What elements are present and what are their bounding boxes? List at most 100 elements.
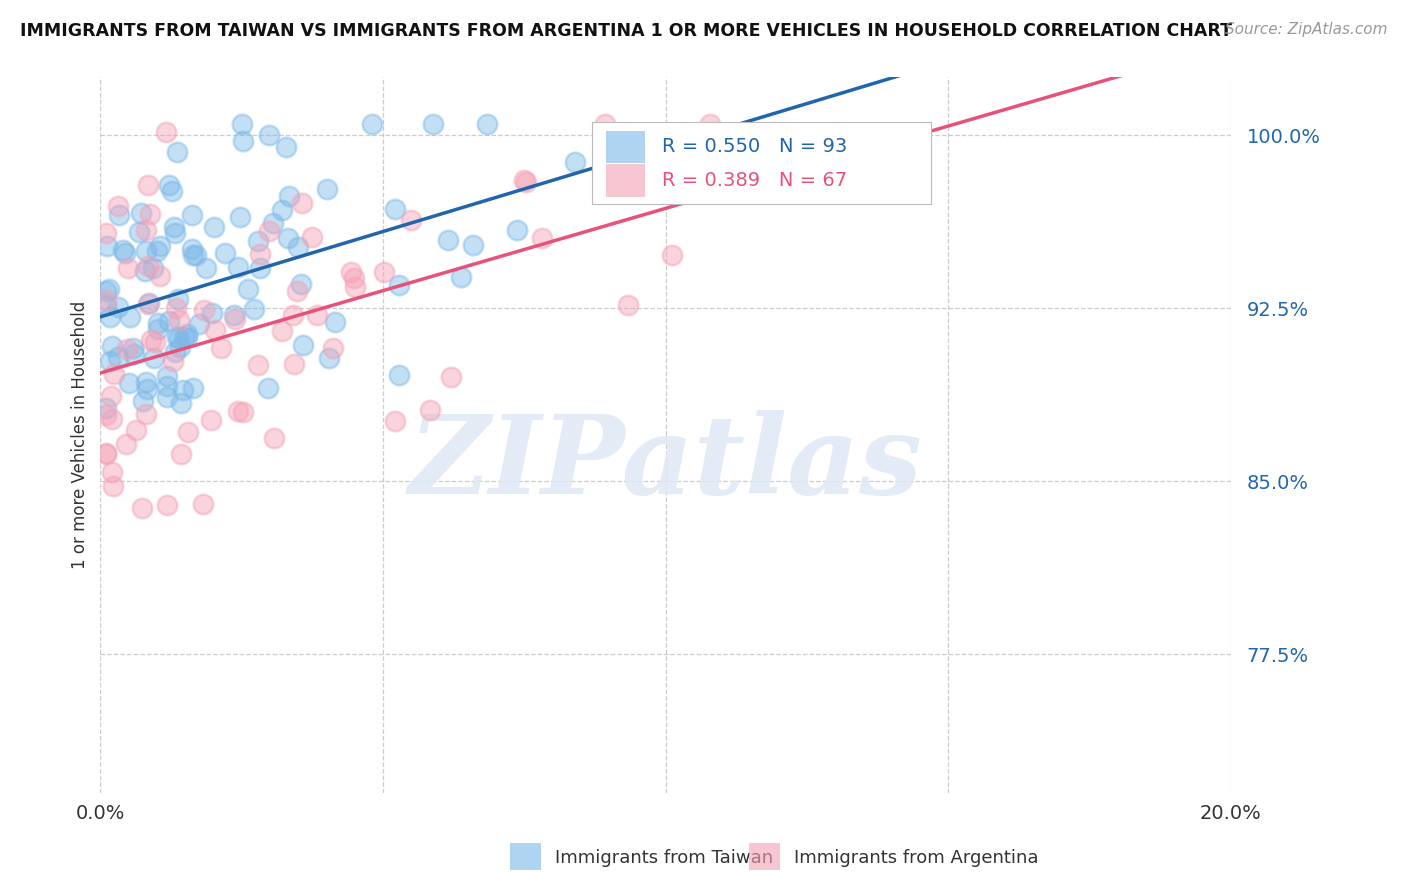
- Point: [422, 117, 444, 131]
- Point: [181, 247, 204, 261]
- Point: [94, 401, 117, 415]
- Point: [155, 126, 177, 140]
- Point: [181, 208, 204, 222]
- Point: [699, 117, 721, 131]
- Point: [101, 465, 124, 479]
- Point: [463, 238, 485, 252]
- Point: [291, 338, 314, 352]
- Point: [111, 244, 134, 258]
- Text: Source: ZipAtlas.com: Source: ZipAtlas.com: [1225, 22, 1388, 37]
- Text: IMMIGRANTS FROM TAIWAN VS IMMIGRANTS FROM ARGENTINA 1 OR MORE VEHICLES IN HOUSEH: IMMIGRANTS FROM TAIWAN VS IMMIGRANTS FRO…: [20, 22, 1232, 40]
- Point: [226, 260, 249, 274]
- Point: [243, 301, 266, 316]
- Point: [283, 357, 305, 371]
- Point: [262, 216, 284, 230]
- Point: [172, 383, 194, 397]
- Point: [129, 205, 152, 219]
- Point: [222, 308, 245, 322]
- Point: [166, 292, 188, 306]
- Point: [399, 213, 422, 227]
- Point: [176, 326, 198, 341]
- Text: ZIPatlas: ZIPatlas: [409, 410, 922, 517]
- Point: [530, 231, 553, 245]
- Point: [315, 182, 337, 196]
- Point: [135, 375, 157, 389]
- Point: [437, 233, 460, 247]
- Point: [617, 298, 640, 312]
- Point: [564, 154, 586, 169]
- Point: [98, 310, 121, 324]
- Point: [143, 351, 166, 365]
- Point: [156, 369, 179, 384]
- Point: [181, 381, 204, 395]
- Point: [125, 423, 148, 437]
- Point: [419, 402, 441, 417]
- Point: [120, 310, 142, 325]
- Point: [193, 302, 215, 317]
- Point: [195, 261, 218, 276]
- Point: [143, 335, 166, 350]
- Point: [169, 340, 191, 354]
- Point: [122, 341, 145, 355]
- FancyBboxPatch shape: [592, 122, 931, 204]
- Point: [226, 403, 249, 417]
- Point: [177, 425, 200, 439]
- Point: [344, 280, 367, 294]
- Point: [440, 370, 463, 384]
- Point: [155, 379, 177, 393]
- Point: [94, 285, 117, 299]
- Point: [323, 315, 346, 329]
- Point: [200, 413, 222, 427]
- Point: [167, 331, 190, 345]
- Point: [283, 309, 305, 323]
- Point: [340, 265, 363, 279]
- Point: [360, 117, 382, 131]
- Point: [270, 324, 292, 338]
- Point: [156, 498, 179, 512]
- Point: [149, 269, 172, 284]
- Point: [96, 446, 118, 460]
- Point: [139, 333, 162, 347]
- Point: [204, 220, 226, 235]
- Point: [232, 134, 254, 148]
- Point: [238, 282, 260, 296]
- Point: [290, 277, 312, 291]
- Point: [249, 260, 271, 275]
- Point: [388, 368, 411, 383]
- Point: [229, 210, 252, 224]
- Point: [307, 308, 329, 322]
- Point: [224, 312, 246, 326]
- Point: [100, 412, 122, 426]
- Point: [107, 300, 129, 314]
- Point: [166, 145, 188, 160]
- Point: [318, 351, 340, 365]
- Point: [146, 316, 169, 330]
- Point: [101, 479, 124, 493]
- Point: [173, 329, 195, 343]
- Point: [257, 128, 280, 143]
- Point: [114, 437, 136, 451]
- Point: [170, 447, 193, 461]
- Point: [135, 223, 157, 237]
- Point: [513, 173, 536, 187]
- Point: [263, 431, 285, 445]
- Point: [96, 239, 118, 253]
- Point: [162, 354, 184, 368]
- Point: [191, 497, 214, 511]
- Text: R = 0.550   N = 93: R = 0.550 N = 93: [662, 137, 848, 156]
- Point: [515, 175, 537, 189]
- Point: [450, 269, 472, 284]
- Point: [131, 394, 153, 409]
- Point: [159, 314, 181, 328]
- Point: [387, 277, 409, 292]
- Point: [94, 298, 117, 312]
- Point: [301, 230, 323, 244]
- Point: [100, 389, 122, 403]
- Point: [170, 395, 193, 409]
- Point: [186, 248, 208, 262]
- Point: [138, 260, 160, 274]
- Point: [165, 344, 187, 359]
- Point: [136, 297, 159, 311]
- Bar: [606, 164, 645, 196]
- Text: Immigrants from Taiwan: Immigrants from Taiwan: [555, 849, 773, 867]
